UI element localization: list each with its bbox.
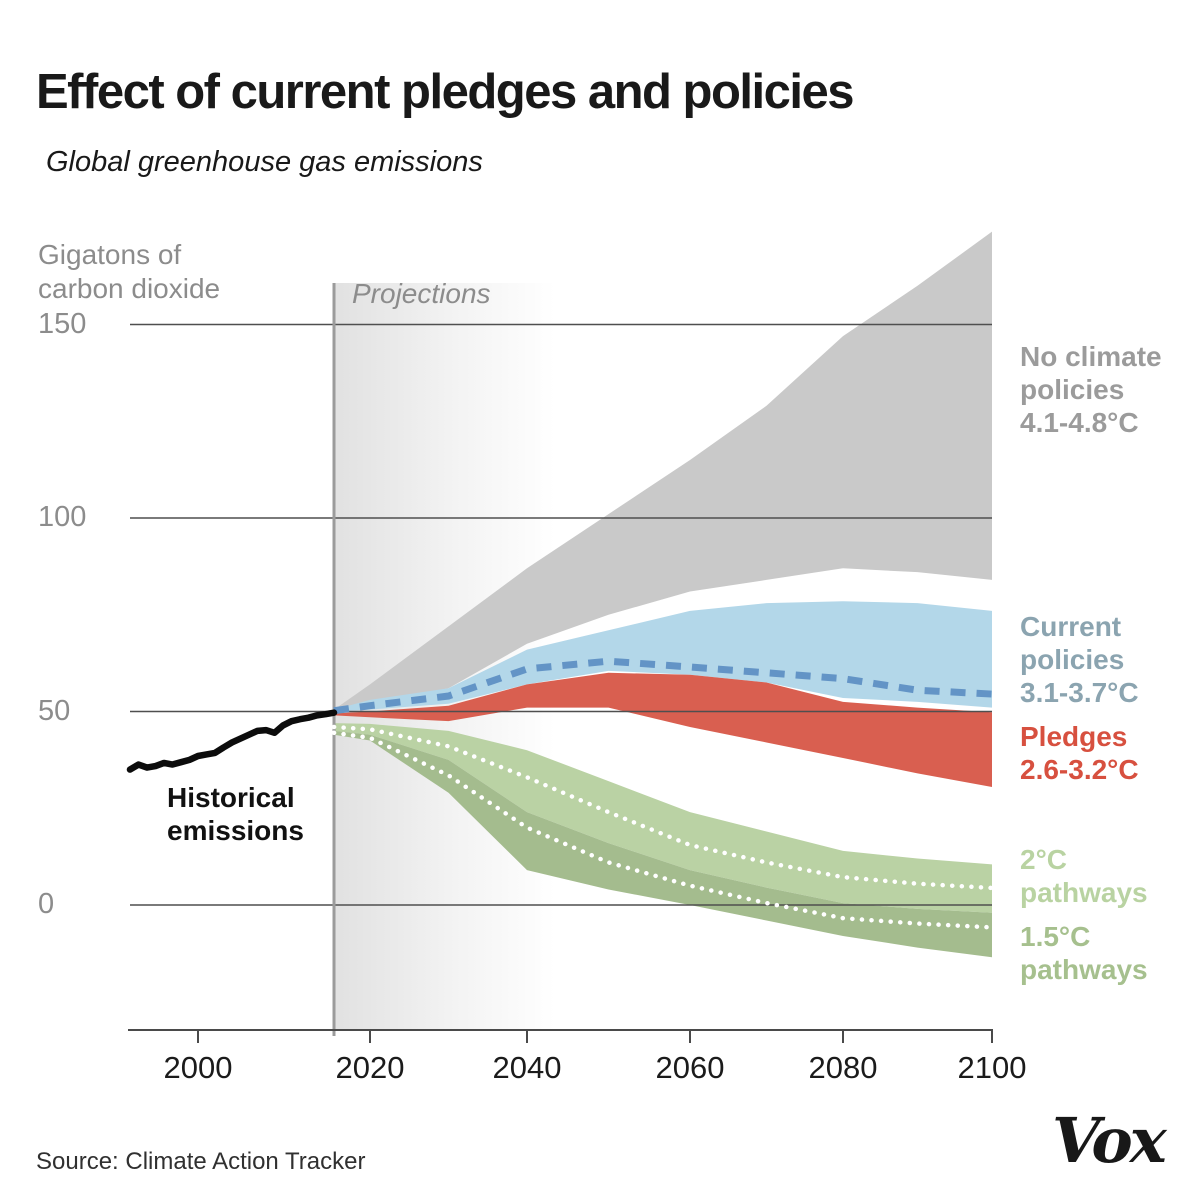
chart-subtitle: Global greenhouse gas emissions <box>46 146 483 178</box>
x-tick-label-2100: 2100 <box>957 1050 1027 1085</box>
band-one_five_c_pathways <box>334 730 992 958</box>
label-current-policies: Current policies 3.1-3.7°C <box>1020 611 1139 708</box>
y-tick-label-50: 50 <box>38 694 71 727</box>
band-current_policies <box>334 601 992 712</box>
y-axis-unit-label: Gigatons of carbon dioxide <box>38 239 221 304</box>
historical-emissions-line <box>126 709 338 773</box>
y-gridlines <box>130 323 992 906</box>
label-no-climate-policies: No climate policies 4.1-4.8°C <box>1020 341 1162 438</box>
median-line-current_policies <box>333 657 993 715</box>
band-no_policies <box>334 231 992 712</box>
historical-line <box>126 709 338 773</box>
median-line-two_c_pathways <box>331 724 995 891</box>
projections-label: Projections <box>352 278 491 309</box>
x-axis <box>128 1029 993 1043</box>
x-tick-label-2000: 2000 <box>163 1050 233 1085</box>
y-tick-label-150: 150 <box>38 307 87 340</box>
label-historical-emissions: Historical emissions <box>167 782 304 846</box>
x-tick-label-2080: 2080 <box>808 1050 878 1085</box>
page-title: Effect of current pledges and policies <box>36 65 855 119</box>
label-pledges: Pledges 2.6-3.2°C <box>1020 721 1139 785</box>
label-1-5c-pathways: 1.5°C pathways <box>1020 921 1148 985</box>
x-tick-label-2020: 2020 <box>335 1050 405 1085</box>
source-credit: Source: Climate Action Tracker <box>36 1148 366 1175</box>
vox-logo: Vox <box>1052 1104 1167 1177</box>
y-tick-label-100: 100 <box>38 501 87 533</box>
x-tick-label-2040: 2040 <box>492 1050 562 1085</box>
x-tick-label-2060: 2060 <box>655 1050 725 1085</box>
band-pledges <box>334 672 992 787</box>
scenario-bands <box>334 231 992 958</box>
y-tick-label-0: 0 <box>38 888 55 920</box>
band-two_c_pathways <box>334 723 992 913</box>
label-2c-pathways: 2°C pathways <box>1020 844 1148 908</box>
median-line-one_five_c_pathways <box>331 730 995 930</box>
scenario-median-lines <box>331 657 995 930</box>
